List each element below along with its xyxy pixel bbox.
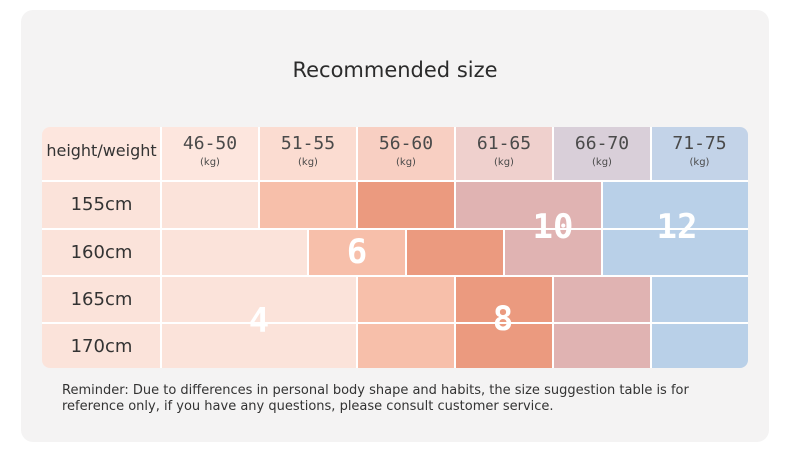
weight-unit-label: (kg) bbox=[200, 157, 220, 168]
weight-unit-label: (kg) bbox=[592, 157, 612, 168]
size-table: height/weight 46-50 (kg) 51-55 (kg) 56-60 (kg)… bbox=[42, 127, 748, 368]
size-region-4 bbox=[161, 276, 357, 323]
size-region-10 bbox=[553, 276, 651, 323]
size-region-10 bbox=[455, 181, 602, 229]
height-label: 170cm bbox=[70, 336, 133, 357]
size-region-12 bbox=[602, 181, 748, 229]
size-number-4: 4 bbox=[248, 301, 270, 341]
weight-range-label: 71-75 bbox=[672, 133, 727, 154]
size-region-4 bbox=[161, 229, 308, 276]
height-row-header: 160cm bbox=[42, 229, 161, 276]
weight-range-label: 51-55 bbox=[280, 133, 336, 154]
size-number-8: 8 bbox=[492, 299, 514, 339]
weight-range-label: 61-65 bbox=[476, 133, 532, 154]
size-number-6: 6 bbox=[346, 232, 368, 272]
size-region-6 bbox=[308, 229, 406, 276]
corner-header: height/weight bbox=[42, 127, 161, 181]
chart-title: Recommended size bbox=[292, 58, 498, 82]
grid-lines bbox=[42, 127, 748, 368]
height-row-header: 165cm bbox=[42, 276, 161, 323]
weight-unit-label: (kg) bbox=[298, 157, 318, 168]
size-number-10: 10 bbox=[532, 207, 574, 247]
size-region-8 bbox=[455, 323, 553, 368]
size-region-4 bbox=[161, 323, 357, 368]
size-region-12 bbox=[651, 276, 748, 323]
size-region-8 bbox=[406, 229, 504, 276]
weight-range-label: 46-50 bbox=[182, 133, 238, 154]
size-region-10 bbox=[553, 323, 651, 368]
height-row-header: 155cm bbox=[42, 181, 161, 229]
weight-range-label: 66-70 bbox=[574, 133, 630, 154]
reminder-note: Reminder: Due to differences in personal… bbox=[62, 383, 689, 414]
weight-header: 56-60 (kg) bbox=[357, 127, 455, 181]
height-label: 165cm bbox=[70, 289, 133, 310]
weight-header: 61-65 (kg) bbox=[455, 127, 553, 181]
size-region-6 bbox=[259, 181, 357, 229]
weight-unit-label: (kg) bbox=[396, 157, 416, 168]
size-region-12 bbox=[651, 323, 748, 368]
size-region-12 bbox=[602, 229, 748, 276]
weight-header: 46-50 (kg) bbox=[161, 127, 259, 181]
size-region-10 bbox=[504, 229, 602, 276]
size-region-6 bbox=[357, 323, 455, 368]
size-number-12: 12 bbox=[656, 207, 698, 247]
height-label: 160cm bbox=[70, 242, 133, 263]
corner-label: height/weight bbox=[46, 141, 157, 160]
weight-header: 66-70 (kg) bbox=[553, 127, 651, 181]
weight-header: 51-55 (kg) bbox=[259, 127, 357, 181]
size-region-6 bbox=[357, 276, 455, 323]
weight-range-label: 56-60 bbox=[378, 133, 434, 154]
size-region-8 bbox=[455, 276, 553, 323]
weight-header: 71-75 (kg) bbox=[651, 127, 748, 181]
height-row-header: 170cm bbox=[42, 323, 161, 368]
weight-unit-label: (kg) bbox=[494, 157, 514, 168]
height-label: 155cm bbox=[70, 194, 133, 215]
weight-unit-label: (kg) bbox=[689, 157, 710, 168]
size-region-8 bbox=[357, 181, 455, 229]
size-region-4 bbox=[161, 181, 259, 229]
